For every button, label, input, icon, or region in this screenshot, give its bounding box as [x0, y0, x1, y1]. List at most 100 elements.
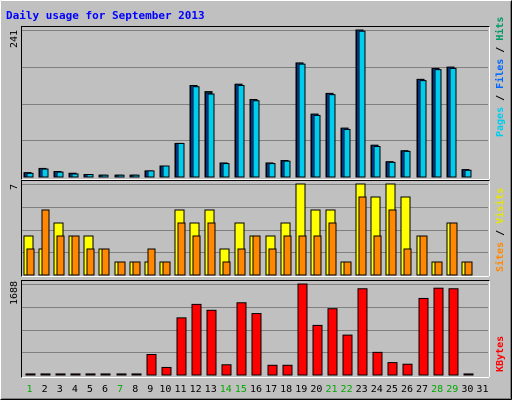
bar-kbytes-day-15 [236, 302, 247, 376]
bar-pages-day-19 [298, 63, 306, 178]
bar-kbytes-day-22 [342, 334, 353, 376]
bar-pages-day-29 [449, 67, 457, 178]
ymax-label-kbytes: 1688 [9, 281, 20, 305]
bar-pages-day-12 [192, 86, 200, 178]
x-tick-label: 2 [42, 384, 48, 395]
bar-pages-day-23 [358, 30, 366, 178]
x-tick-label: 20 [310, 384, 322, 395]
bar-sites-day-21 [328, 222, 337, 276]
x-tick-label: 21 [325, 384, 337, 395]
x-tick-label: 27 [416, 384, 428, 395]
chart-title: Daily usage for September 2013 [6, 9, 205, 22]
bar-pages-day-26 [403, 150, 411, 178]
x-tick-label: 14 [220, 384, 232, 395]
bar-sites-day-3 [56, 235, 65, 276]
bar-sites-day-13 [207, 222, 216, 276]
bar-kbytes-day-18 [282, 364, 293, 376]
bar-pages-day-30 [464, 169, 472, 178]
x-tick-label: 29 [446, 384, 458, 395]
bar-kbytes-day-27 [418, 297, 429, 376]
bar-pages-day-5 [86, 174, 94, 178]
bar-kbytes-day-10 [161, 366, 172, 376]
x-tick-label: 8 [132, 384, 138, 395]
bar-sites-day-28 [434, 261, 443, 276]
bar-sites-day-19 [298, 235, 307, 276]
x-tick-label: 3 [57, 384, 63, 395]
legend-pages: Pages [495, 107, 506, 137]
bar-sites-day-12 [192, 235, 201, 276]
bar-sites-day-14 [222, 261, 231, 276]
bar-kbytes-day-21 [327, 308, 338, 376]
bar-pages-day-11 [177, 142, 185, 178]
bar-kbytes-day-24 [372, 351, 383, 376]
legend-files: Files [494, 59, 506, 89]
bar-sites-day-9 [147, 248, 156, 276]
x-tick-label: 5 [87, 384, 93, 395]
bar-kbytes-day-13 [206, 309, 217, 376]
bar-sites-day-23 [358, 196, 367, 276]
bar-kbytes-day-2 [40, 373, 51, 376]
bar-pages-day-17 [268, 163, 276, 178]
bar-sites-day-1 [26, 248, 35, 276]
x-tick-label: 31 [476, 384, 488, 395]
bar-kbytes-day-16 [251, 313, 262, 376]
legend-sites: Sites [494, 242, 506, 272]
bar-sites-day-16 [252, 235, 261, 276]
bar-pages-day-21 [328, 94, 336, 178]
bar-pages-day-18 [283, 160, 291, 178]
bar-kbytes-day-28 [433, 287, 444, 376]
legend-hits: Hits [494, 17, 506, 41]
bar-kbytes-day-4 [70, 373, 81, 376]
x-tick-label: 15 [235, 384, 247, 395]
bar-pages-day-6 [101, 174, 109, 178]
bar-kbytes-day-30 [463, 373, 474, 376]
x-tick-label: 7 [117, 384, 123, 395]
bar-sites-day-29 [449, 222, 458, 276]
x-tick-label: 19 [295, 384, 307, 395]
x-tick-label: 4 [72, 384, 78, 395]
bar-pages-day-13 [207, 93, 215, 178]
bar-pages-day-15 [237, 85, 245, 178]
bar-pages-day-20 [313, 114, 321, 178]
x-tick-label: 17 [265, 384, 277, 395]
ymax-label-hits: 241 [9, 30, 20, 48]
x-tick-label: 9 [147, 384, 153, 395]
bar-kbytes-day-9 [146, 354, 157, 376]
x-tick-label: 18 [280, 384, 292, 395]
x-tick-label: 26 [401, 384, 413, 395]
x-tick-label: 10 [159, 384, 171, 395]
x-tick-label: 16 [250, 384, 262, 395]
ymax-label-visits: 7 [9, 184, 20, 190]
bar-sites-day-7 [117, 261, 126, 276]
bar-pages-day-10 [162, 165, 170, 178]
bar-kbytes-day-17 [267, 364, 278, 376]
bar-kbytes-day-14 [221, 364, 232, 376]
bar-sites-day-6 [101, 248, 110, 276]
bar-pages-day-4 [71, 173, 79, 178]
bar-kbytes-day-8 [131, 373, 142, 376]
bar-pages-day-3 [56, 171, 64, 178]
x-tick-label: 22 [341, 384, 353, 395]
bar-kbytes-day-11 [176, 317, 187, 376]
bar-sites-day-27 [419, 235, 428, 276]
x-tick-label: 25 [386, 384, 398, 395]
bar-sites-day-30 [464, 261, 473, 276]
bar-kbytes-day-26 [402, 363, 413, 376]
bar-pages-day-2 [41, 168, 49, 178]
bar-sites-day-24 [373, 235, 382, 276]
legend-visits: Visits [494, 188, 506, 224]
bar-sites-day-17 [268, 248, 277, 276]
bar-pages-day-25 [388, 161, 396, 178]
legend-hits-files-pages: Pages / Files / Hits [494, 17, 506, 137]
legend-kbytes-label: KBytes [495, 336, 506, 372]
bar-sites-day-26 [403, 248, 412, 276]
bar-kbytes-day-23 [357, 288, 368, 376]
x-tick-label: 1 [27, 384, 33, 395]
bar-pages-day-14 [222, 163, 230, 178]
bar-pages-day-16 [252, 100, 260, 178]
x-tick-label: 30 [461, 384, 473, 395]
bar-sites-day-4 [71, 235, 80, 276]
bar-sites-day-25 [388, 209, 397, 276]
bar-pages-day-1 [26, 172, 34, 178]
